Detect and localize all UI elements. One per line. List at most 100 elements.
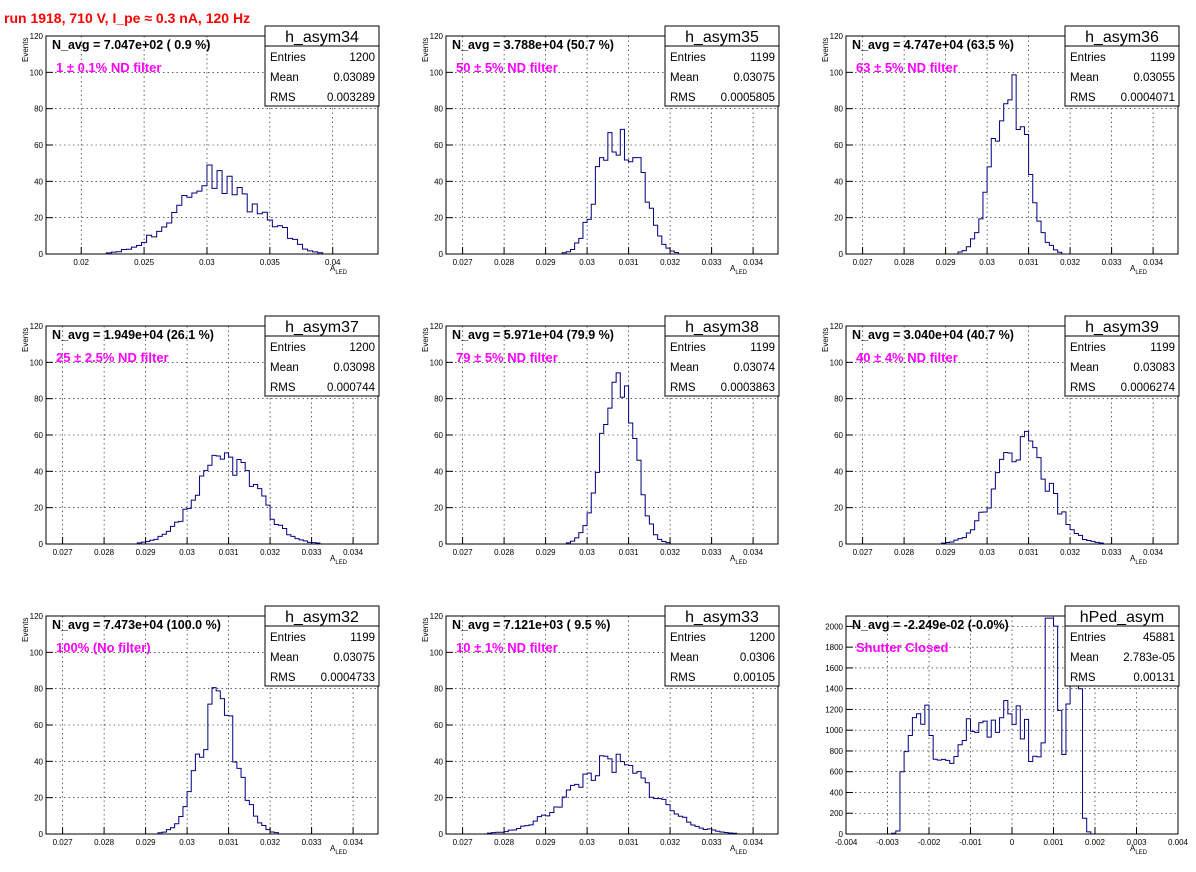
y-tick-label: 20: [34, 504, 43, 513]
x-tick-label: 0.03: [979, 258, 995, 267]
y-tick-label: 0: [439, 830, 444, 839]
y-axis-label: Events: [821, 38, 830, 62]
y-tick-label: 80: [834, 395, 843, 404]
x-tick-label: 0.027: [53, 838, 74, 847]
x-tick-label: 0.031: [1019, 258, 1040, 267]
y-tick-label: 1800: [825, 643, 843, 652]
y-tick-label: 80: [434, 395, 443, 404]
x-tick-label: 0.034: [1143, 258, 1164, 267]
stats-value: 1200: [349, 342, 375, 354]
stats-key: Mean: [1070, 362, 1099, 374]
y-tick-label: 60: [434, 431, 443, 440]
histogram-panel-h_asym37: 0.027 0.028 0.029 0.03 0.031 0.032 0.033 0.034 0…: [21, 315, 380, 566]
y-tick-label: 400: [830, 788, 844, 797]
stats-box: [664, 625, 780, 687]
filter-label: 10 ± 1% ND filter: [456, 640, 558, 655]
y-tick-label: 1400: [825, 685, 843, 694]
stats-value: 0.0306: [740, 652, 775, 664]
stats-value: 0.03089: [333, 72, 375, 84]
histogram-panel-h_asym39: 0.027 0.028 0.029 0.03 0.031 0.032 0.033 0.034 0…: [821, 315, 1180, 566]
y-tick-label: 40: [34, 467, 43, 476]
stats-key: RMS: [670, 92, 696, 104]
histogram-line: [46, 687, 378, 835]
stats-value: 0.0004071: [1121, 92, 1175, 104]
y-tick-label: 1000: [825, 726, 843, 735]
histogram-panel-h_asym36: 0.027 0.028 0.029 0.03 0.031 0.032 0.033 0.034 0…: [821, 25, 1180, 276]
histogram-panel-h_asym34: 0.02 0.025 0.03 0.035 0.04020406080100120ALE…: [21, 25, 380, 276]
stats-value: 0.03055: [1133, 72, 1175, 84]
filter-label: 25 ± 2.5% ND filter: [56, 350, 169, 365]
x-tick-label: 0.033: [1102, 548, 1123, 557]
y-tick-label: 20: [434, 504, 443, 513]
y-tick-label: 40: [434, 757, 443, 766]
x-tick-label: 0.03: [199, 258, 215, 267]
histogram-name: h_asym38: [685, 319, 759, 336]
stats-key: Mean: [670, 72, 699, 84]
y-tick-label: 0: [839, 250, 844, 259]
n-avg-label: N_avg = 5.971e+04 (79.9 %): [452, 328, 614, 342]
x-tick-label: 0.031: [619, 258, 640, 267]
y-tick-label: 80: [434, 685, 443, 694]
x-tick-label: 0.033: [302, 838, 323, 847]
y-tick-label: 0: [39, 540, 44, 549]
n-avg-label: N_avg = 3.788e+04 (50.7 %): [452, 38, 614, 52]
stats-box: [664, 45, 780, 107]
x-tick-label: 0.027: [53, 548, 74, 557]
x-axis-label-sub: LED: [1135, 850, 1147, 856]
y-tick-label: 40: [434, 177, 443, 186]
stats-value: 0.0004733: [321, 672, 375, 684]
stats-box: [264, 335, 380, 397]
filter-label: 79 ± 5% ND filter: [456, 350, 558, 365]
x-tick-label: 0.031: [219, 548, 240, 557]
stats-value: 1199: [750, 342, 775, 354]
y-tick-label: 60: [834, 141, 843, 150]
histogram-panel-hPed_asym: -0.004 -0.003 -0.002 -0.001 0 0.001 0.002 0.003…: [825, 605, 1189, 856]
stats-key: RMS: [270, 92, 296, 104]
x-tick-label: 0.027: [453, 838, 474, 847]
histogram-line: [846, 617, 1178, 835]
x-tick-label: 0.032: [660, 258, 681, 267]
x-tick-label: 0.03: [179, 838, 195, 847]
x-tick-label: 0.029: [536, 258, 557, 267]
y-tick-label: 60: [34, 431, 43, 440]
n-avg-label: N_avg = 1.949e+04 (26.1 %): [52, 328, 214, 342]
run-title: run 1918, 710 V, I_pe ≈ 0.3 nA, 120 Hz: [4, 10, 251, 26]
histogram-panel-h_asym33: 0.027 0.028 0.029 0.03 0.031 0.032 0.033 0.034 0…: [421, 605, 780, 856]
histogram-name: h_asym34: [285, 29, 359, 46]
stats-key: Entries: [1070, 52, 1106, 64]
y-tick-label: 100: [430, 68, 444, 77]
filter-label: 63 ± 5% ND filter: [856, 60, 958, 75]
x-tick-label: 0.029: [536, 838, 557, 847]
x-tick-label: 0.032: [660, 838, 681, 847]
x-tick-label: 0.029: [536, 548, 557, 557]
y-axis-label: Events: [421, 618, 430, 642]
n-avg-label: N_avg = -2.249e-02 (-0.0%): [852, 618, 1009, 632]
x-tick-label: 0.034: [743, 548, 764, 557]
y-tick-label: 20: [834, 504, 843, 513]
x-tick-label: 0.034: [343, 548, 364, 557]
y-tick-label: 120: [30, 612, 44, 621]
stats-box: [664, 335, 780, 397]
x-tick-label: 0.03: [979, 548, 995, 557]
y-tick-label: 100: [430, 648, 444, 657]
y-tick-label: 120: [430, 322, 444, 331]
histogram-name: h_asym39: [1085, 319, 1159, 336]
x-axis-label-sub: LED: [735, 270, 747, 276]
y-tick-label: 100: [830, 68, 844, 77]
stats-value: 1199: [1150, 52, 1175, 64]
stats-key: RMS: [270, 672, 296, 684]
x-tick-label: 0.033: [702, 548, 723, 557]
stats-key: Mean: [270, 362, 299, 374]
stats-box: [264, 45, 380, 107]
stats-value: 0.003289: [327, 92, 375, 104]
stats-box: [264, 625, 380, 687]
y-tick-label: 100: [30, 68, 44, 77]
stats-value: 0.03074: [733, 362, 775, 374]
histogram-line: [446, 128, 778, 255]
x-tick-label: 0.003: [1126, 838, 1147, 847]
x-axis-label-sub: LED: [335, 560, 347, 566]
y-tick-label: 0: [439, 250, 444, 259]
x-tick-label: -0.003: [876, 838, 899, 847]
y-tick-label: 1600: [825, 664, 843, 673]
x-tick-label: 0.028: [94, 548, 115, 557]
